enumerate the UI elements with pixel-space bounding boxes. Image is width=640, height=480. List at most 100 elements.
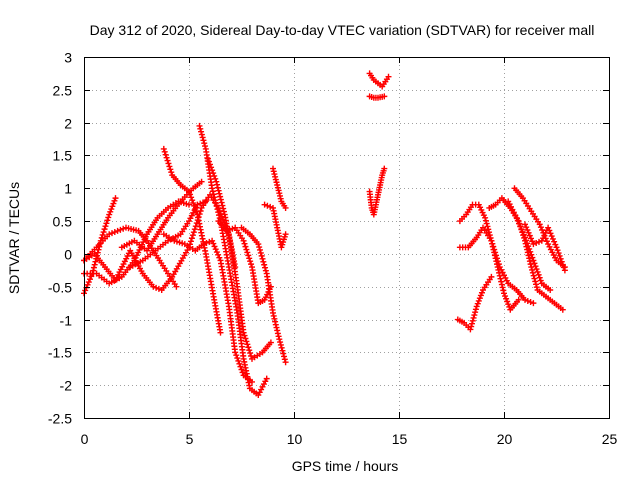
series-arc19 (456, 201, 522, 313)
data-point-marker (281, 356, 288, 363)
data-point-marker (215, 187, 222, 194)
data-point-marker (90, 264, 97, 271)
data-point-marker (545, 224, 552, 231)
data-point-marker (82, 287, 89, 294)
data-point-marker (560, 264, 567, 271)
data-point-marker (525, 243, 532, 250)
data-point-marker (92, 258, 99, 265)
data-point-marker (471, 312, 478, 319)
data-point-marker (278, 344, 285, 351)
data-point-marker (503, 295, 510, 302)
data-point-marker (470, 314, 477, 321)
data-point-marker (533, 281, 540, 288)
data-point-marker (220, 208, 227, 215)
data-point-marker (164, 157, 171, 164)
data-point-marker (530, 300, 537, 307)
data-point-marker (526, 232, 533, 239)
series-arc13 (261, 201, 289, 251)
data-point-marker (199, 134, 206, 141)
data-point-marker (547, 230, 554, 237)
data-point-marker (472, 306, 479, 313)
data-point-marker (556, 252, 563, 259)
data-point-marker (536, 221, 543, 228)
data-point-marker (485, 226, 492, 233)
data-point-marker (101, 226, 108, 233)
data-point-marker (247, 258, 254, 265)
data-point-marker (209, 188, 216, 195)
data-point-marker (209, 237, 216, 244)
data-point-marker (261, 261, 268, 268)
data-point-marker (190, 200, 197, 207)
y-tick-label: 1 (64, 181, 72, 197)
data-point-marker (493, 252, 500, 259)
data-point-marker (483, 220, 490, 227)
data-point-marker (160, 145, 167, 152)
data-point-marker (213, 249, 220, 256)
data-point-marker (515, 296, 522, 303)
data-point-marker (198, 128, 205, 135)
data-point-marker (240, 329, 247, 336)
series-arc16 (366, 93, 388, 101)
data-point-marker (242, 243, 249, 250)
y-tick-label: 0.5 (53, 214, 73, 230)
y-tick-label: -2.5 (48, 411, 72, 427)
data-point-marker (554, 247, 561, 254)
data-point-marker (85, 279, 92, 286)
data-point-marker (213, 178, 220, 185)
data-point-marker (107, 208, 114, 215)
data-point-marker (263, 375, 270, 382)
data-point-marker (202, 198, 209, 205)
y-tick-label: -2 (60, 378, 73, 394)
plot-frame (84, 57, 610, 419)
x-tick-label: 20 (497, 431, 513, 447)
data-point-marker (262, 267, 269, 274)
data-point-marker (256, 246, 263, 253)
data-point-marker (504, 298, 511, 305)
y-tick-label: -1 (60, 313, 73, 329)
data-point-marker (188, 235, 195, 242)
data-point-marker (214, 206, 221, 213)
data-point-marker (236, 360, 243, 367)
data-point-marker (120, 225, 127, 232)
y-tick-label: 3 (64, 50, 72, 66)
data-point-marker (532, 278, 539, 285)
data-point-marker (189, 197, 196, 204)
data-point-marker (200, 199, 206, 206)
data-point-marker (161, 148, 168, 155)
data-point-marker (532, 263, 539, 270)
data-point-marker (528, 235, 534, 242)
data-point-marker (111, 197, 118, 204)
data-point-marker (261, 201, 268, 208)
data-point-marker (494, 258, 501, 265)
data-point-marker (528, 264, 535, 271)
data-point-marker (467, 326, 474, 333)
data-point-marker (245, 252, 252, 259)
data-point-marker (529, 269, 536, 276)
data-point-marker (282, 359, 289, 366)
data-point-marker (267, 339, 274, 346)
data-point-marker (260, 258, 267, 265)
data-point-marker (207, 161, 213, 168)
data-point-marker (114, 227, 121, 234)
data-point-marker (543, 238, 550, 245)
data-point-marker (524, 240, 531, 247)
data-point-marker (473, 303, 480, 310)
data-point-marker (220, 205, 227, 212)
data-point-marker (102, 223, 109, 230)
data-point-marker (84, 281, 91, 288)
data-point-marker (482, 217, 489, 224)
data-point-marker (523, 224, 530, 231)
x-tick-label: 5 (186, 431, 194, 447)
data-point-marker (245, 344, 252, 351)
data-point-marker (522, 234, 528, 241)
series-arc24 (522, 221, 568, 274)
data-point-marker (191, 202, 198, 209)
data-point-marker (559, 306, 566, 313)
data-point-marker (213, 203, 220, 210)
data-point-marker (478, 289, 485, 296)
data-point-marker (233, 352, 240, 359)
data-point-marker (474, 300, 481, 307)
data-point-marker (223, 227, 230, 234)
data-point-marker (520, 231, 527, 238)
